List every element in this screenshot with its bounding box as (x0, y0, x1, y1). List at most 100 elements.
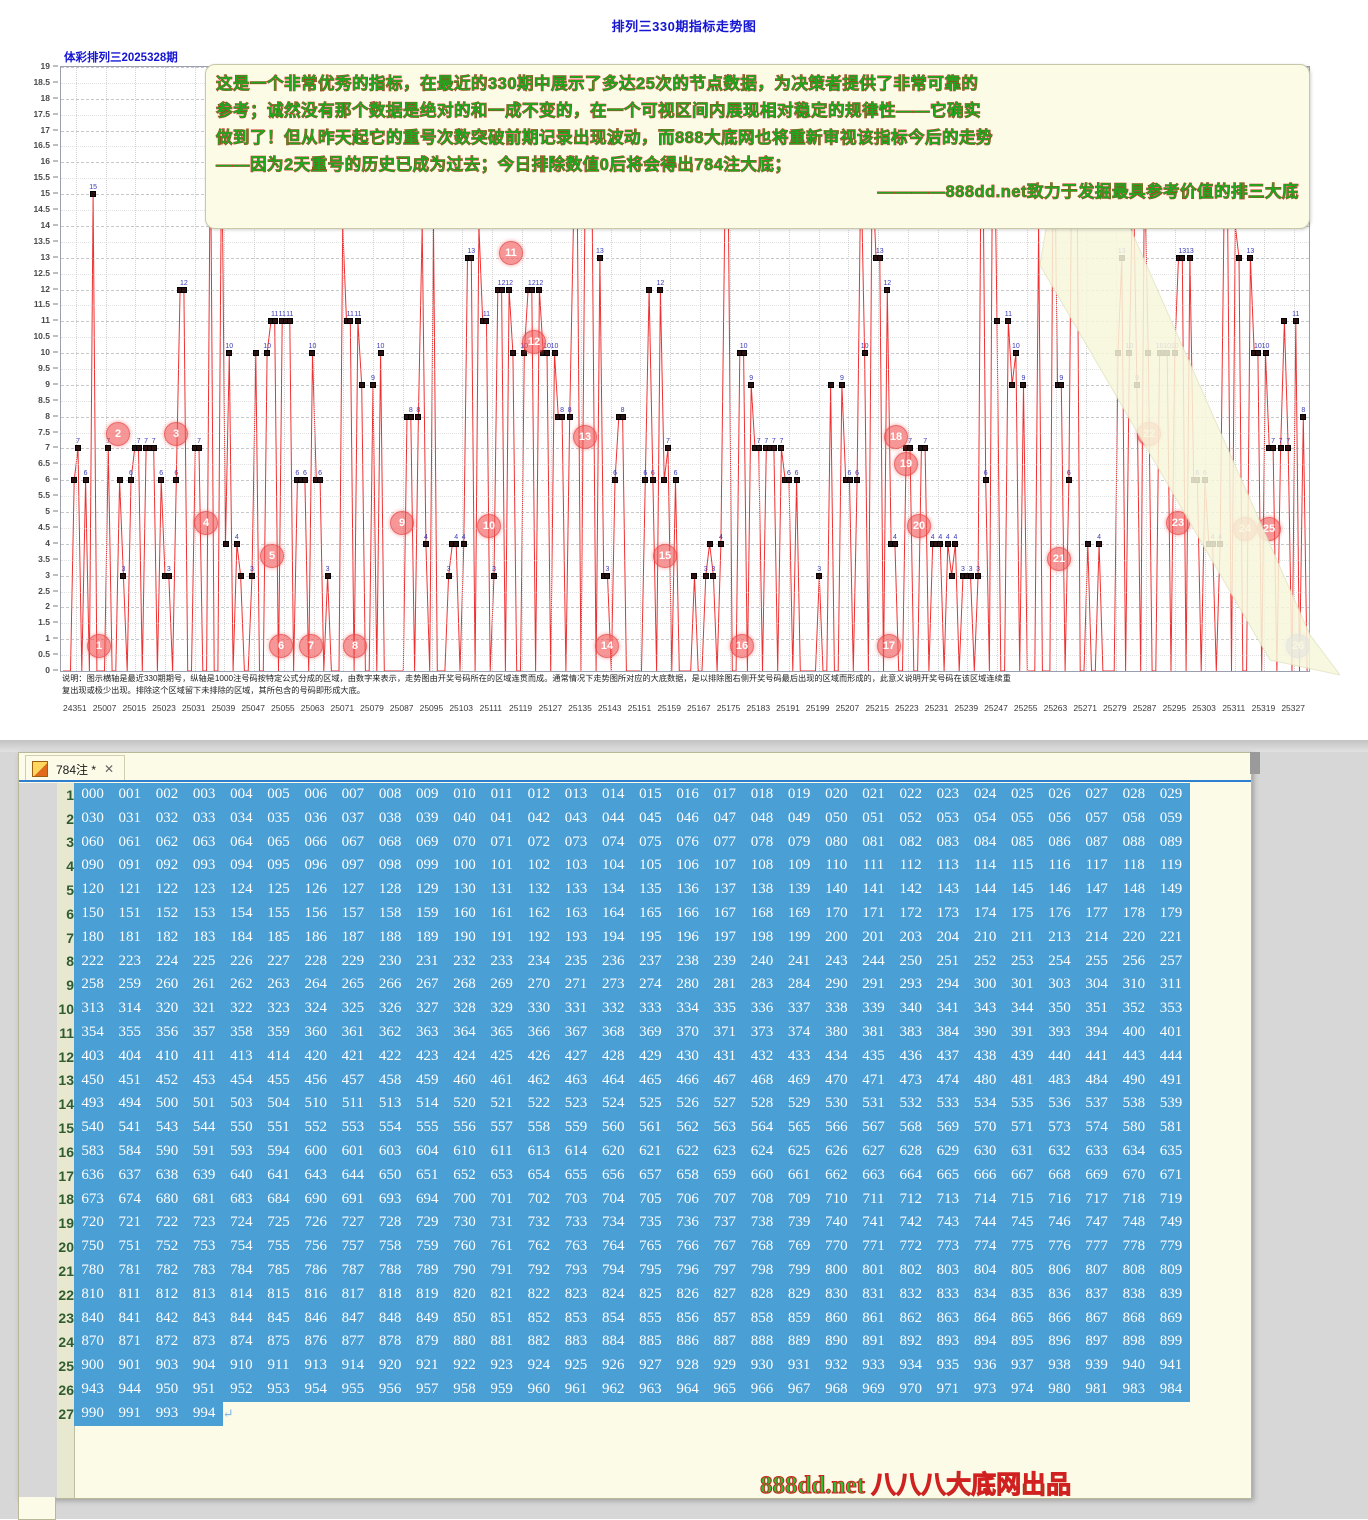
grid-cell[interactable]: 653 (483, 1163, 521, 1188)
grid-cell[interactable]: 069 (408, 830, 446, 855)
grid-cell[interactable]: 187 (334, 925, 372, 950)
grid-cell[interactable]: 958 (445, 1377, 484, 1402)
grid-cell[interactable]: 558 (520, 1116, 558, 1140)
grid-cell[interactable]: 702 (520, 1187, 558, 1212)
grid-cell[interactable]: 333 (631, 997, 669, 1021)
grid-cell[interactable]: 782 (148, 1258, 186, 1283)
grid-cell[interactable]: 705 (631, 1187, 669, 1212)
grid-cell[interactable]: 185 (259, 925, 298, 950)
grid-cell[interactable]: 354 (74, 1020, 112, 1045)
grid-cell[interactable]: 715 (1003, 1187, 1041, 1212)
grid-cell[interactable]: 973 (966, 1377, 1004, 1402)
table-row[interactable]: 12 403 404 410 411 413 414 420 421 422 423 424 425 42… (19, 1044, 1190, 1069)
grid-cell[interactable]: 465 (631, 1068, 669, 1093)
grid-cell[interactable]: 843 (185, 1306, 223, 1331)
grid-cell[interactable]: 144 (966, 878, 1004, 902)
grid-cell[interactable]: 161 (483, 901, 521, 926)
grid-cell[interactable]: 361 (334, 1020, 372, 1045)
grid-cell[interactable]: 723 (185, 1211, 223, 1236)
grid-cell[interactable]: 383 (892, 1020, 930, 1045)
grid-cell[interactable]: 969 (854, 1377, 893, 1402)
grid-cell[interactable]: 580 (1115, 1116, 1153, 1140)
grid-cell[interactable]: 514 (408, 1092, 446, 1117)
grid-cell[interactable]: 777 (1078, 1235, 1116, 1259)
grid-cell[interactable]: 024 (966, 783, 1004, 807)
grid-cell[interactable]: 054 (966, 806, 1004, 831)
grid-cell[interactable]: 739 (780, 1211, 818, 1236)
grid-cell[interactable]: 373 (743, 1020, 781, 1045)
grid-cell[interactable]: 311 (1152, 973, 1190, 998)
grid-cell[interactable]: 370 (669, 1020, 707, 1045)
grid-cell[interactable]: 661 (780, 1163, 818, 1188)
grid-cell[interactable]: 856 (669, 1306, 707, 1331)
grid-cell[interactable]: 139 (780, 878, 818, 902)
grid-cell[interactable]: 845 (259, 1306, 298, 1331)
grid-cell[interactable]: 658 (669, 1163, 707, 1188)
grid-cell[interactable]: 125 (259, 878, 298, 902)
grid-cell[interactable]: 082 (892, 830, 930, 855)
grid-cell[interactable]: 000 (74, 783, 112, 807)
grid-cell[interactable]: 228 (297, 949, 335, 974)
grid-cell[interactable]: 624 (743, 1139, 781, 1164)
grid-cell[interactable]: 046 (669, 806, 707, 831)
grid-cell[interactable]: 098 (371, 854, 409, 879)
table-row[interactable]: 5 120 121 122 123 124 125 126 127 128 129 130 131 132… (19, 878, 1190, 902)
grid-cell[interactable]: 768 (743, 1235, 781, 1259)
grid-cell[interactable]: 473 (892, 1068, 930, 1093)
grid-cell[interactable]: 530 (817, 1092, 855, 1117)
grid-cell[interactable]: 811 (111, 1282, 149, 1307)
grid-cell[interactable]: 123 (185, 878, 223, 902)
grid-cell[interactable]: 099 (408, 854, 446, 879)
grid-cell[interactable]: 823 (557, 1282, 595, 1307)
grid-cell[interactable]: 301 (1003, 973, 1041, 998)
grid-cell[interactable]: 491 (1152, 1068, 1190, 1093)
grid-cell[interactable]: 883 (557, 1330, 595, 1355)
grid-cell[interactable]: 520 (445, 1092, 484, 1117)
grid-cell[interactable]: 151 (111, 901, 149, 926)
grid-cell[interactable]: 790 (445, 1258, 484, 1283)
grid-cell[interactable]: 483 (1040, 1068, 1079, 1093)
grid-cell[interactable]: 221 (1152, 925, 1190, 950)
table-row[interactable]: 22 810 811 812 813 814 815 816 817 818 819 820 821 82… (19, 1282, 1190, 1307)
grid-cell[interactable]: 808 (1115, 1258, 1153, 1283)
grid-cell[interactable]: 522 (520, 1092, 558, 1117)
grid-cell[interactable]: 283 (743, 973, 781, 998)
grid-cell[interactable]: 797 (706, 1258, 744, 1283)
grid-cell[interactable]: 237 (631, 949, 669, 974)
grid-cell[interactable]: 621 (631, 1139, 669, 1164)
grid-cell[interactable]: 086 (1040, 830, 1079, 855)
number-grid[interactable]: 1 000 001 002 003 004 005 006 007 008 009 010 011 012… (19, 783, 1251, 1498)
grid-cell[interactable]: 452 (148, 1068, 186, 1093)
table-row[interactable]: 8 222 223 224 225 226 227 228 229 230 231 232 233 234… (19, 949, 1190, 974)
grid-cell[interactable]: 428 (594, 1044, 632, 1069)
grid-cell[interactable]: 956 (371, 1377, 409, 1402)
grid-cell[interactable]: 310 (1115, 973, 1153, 998)
grid-cell[interactable]: 571 (1003, 1116, 1041, 1140)
grid-cell[interactable]: 574 (1078, 1116, 1116, 1140)
grid-cell[interactable]: 581 (1152, 1116, 1190, 1140)
grid-cell[interactable]: 437 (929, 1044, 967, 1069)
grid-cell[interactable]: 794 (594, 1258, 632, 1283)
grid-cell[interactable]: 926 (594, 1354, 632, 1378)
grid-cell[interactable]: 175 (1003, 901, 1041, 926)
grid-cell[interactable]: 501 (185, 1092, 223, 1117)
grid-cell[interactable]: 840 (74, 1306, 112, 1331)
grid-cell[interactable]: 106 (669, 854, 707, 879)
grid-cell[interactable]: 870 (74, 1330, 112, 1355)
grid-cell[interactable]: 100 (445, 854, 484, 879)
grid-cell[interactable]: 527 (706, 1092, 744, 1117)
grid-cell[interactable]: 743 (929, 1211, 967, 1236)
grid-cell[interactable]: 780 (74, 1258, 112, 1283)
grid-cell[interactable]: 665 (929, 1163, 967, 1188)
table-row[interactable]: 16 583 584 590 591 593 594 600 601 603 604 610 611 61… (19, 1139, 1190, 1164)
grid-cell[interactable]: 136 (669, 878, 707, 902)
grid-cell[interactable]: 760 (445, 1235, 484, 1259)
grid-cell[interactable]: 603 (371, 1139, 409, 1164)
table-row[interactable]: 4 090 091 092 093 094 095 096 097 098 099 100 101 102… (19, 854, 1190, 879)
grid-cell[interactable]: 256 (1115, 949, 1153, 974)
grid-cell[interactable]: 560 (594, 1116, 632, 1140)
grid-cell[interactable]: 569 (929, 1116, 967, 1140)
grid-cell[interactable]: 738 (743, 1211, 781, 1236)
grid-cell[interactable]: 022 (892, 783, 930, 807)
grid-cell[interactable]: 570 (966, 1116, 1004, 1140)
